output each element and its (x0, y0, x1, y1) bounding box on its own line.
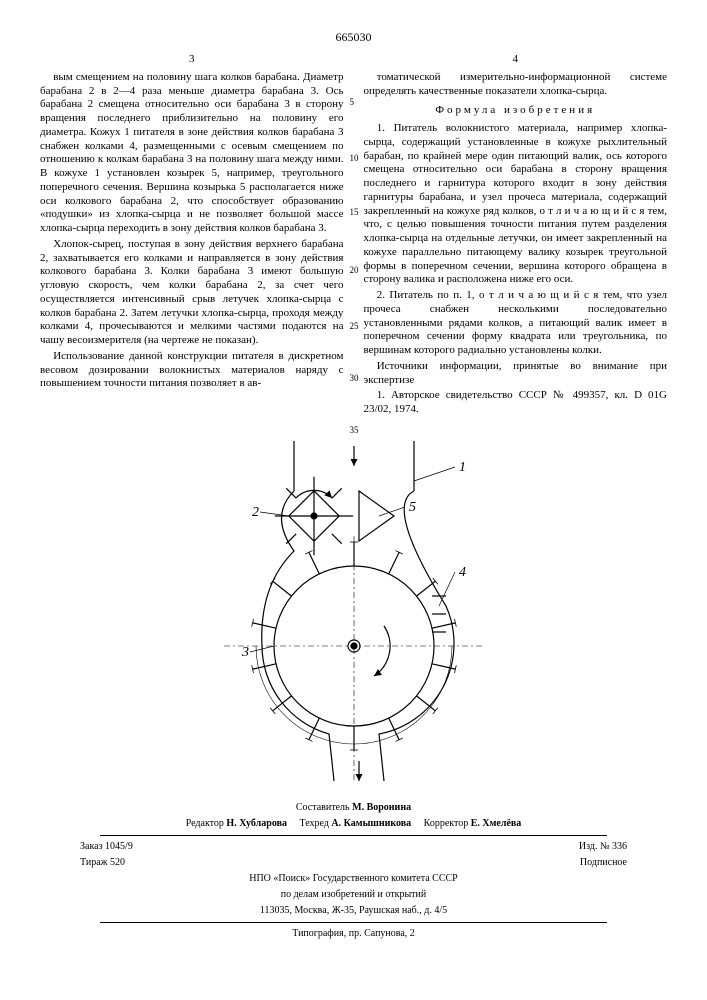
divider-1 (100, 835, 607, 836)
left-para-1: вым смещением на половину шага колков ба… (40, 71, 344, 236)
formula-heading-text: Формула изобретения (435, 104, 595, 116)
svg-text:3: 3 (241, 645, 249, 660)
claim-2: 2. Питатель по п. 1, о т л и ч а ю щ и й… (364, 289, 668, 358)
divider-2 (100, 922, 607, 923)
compiler-row: Составитель М. Воронина (40, 801, 667, 815)
left-para-2: Хлопок-сырец, поступая в зону действия в… (40, 238, 344, 348)
line-number: 10 (350, 153, 359, 164)
credits-block: Составитель М. Воронина Редактор Н. Хубл… (40, 801, 667, 941)
subscription: Подписное (580, 856, 627, 870)
svg-text:1: 1 (459, 460, 466, 475)
left-column: 3 вым смещением на половину шага колков … (40, 53, 344, 419)
svg-text:2: 2 (252, 505, 259, 520)
sources-heading: Источники информации, принятые во вниман… (364, 360, 668, 388)
figure: 1 2 3 4 5 (40, 431, 667, 791)
right-col-number: 4 (364, 53, 668, 67)
tirazh: Тираж 520 (80, 856, 125, 870)
right-column: 5101520253035 4 томатической измерительн… (364, 53, 668, 419)
left-para-3: Использование данной конструкции питател… (40, 350, 344, 391)
svg-text:4: 4 (459, 565, 466, 580)
technical-drawing: 1 2 3 4 5 (204, 431, 504, 791)
formula-heading: Формула изобретения (364, 104, 668, 118)
edition-number: Изд. № 336 (579, 840, 627, 854)
compiler-label: Составитель (296, 802, 350, 813)
typography: Типография, пр. Сапунова, 2 (40, 927, 667, 941)
claim-1: 1. Питатель волокнистого материала, напр… (364, 122, 668, 287)
order-number: Заказ 1045/9 (80, 840, 133, 854)
document-number: 665030 (40, 30, 667, 45)
line-number: 25 (350, 321, 359, 332)
line-number: 20 (350, 265, 359, 276)
source-1: 1. Авторское свидетельство СССР № 499357… (364, 389, 668, 417)
editor-label: Редактор (186, 818, 224, 829)
right-intro: томатической измерительно-информационной… (364, 71, 668, 99)
page: 665030 3 вым смещением на половину шага … (0, 0, 707, 1000)
editor-name: Н. Хубларова (226, 818, 287, 829)
line-number: 15 (350, 207, 359, 218)
pub-row-1: Заказ 1045/9 Изд. № 336 (80, 840, 627, 854)
corrector-label: Корректор (424, 818, 469, 829)
techred-label: Техред (299, 818, 328, 829)
techred-name: А. Камышникова (331, 818, 411, 829)
corrector-name: Е. Хмелёва (471, 818, 522, 829)
pub-row-2: Тираж 520 Подписное (80, 856, 627, 870)
compiler-name: М. Воронина (352, 802, 411, 813)
line-number: 35 (350, 425, 359, 436)
left-col-number: 3 (40, 53, 344, 67)
org-1: НПО «Поиск» Государственного комитета СС… (40, 872, 667, 886)
line-number: 5 (350, 97, 355, 108)
line-number: 30 (350, 373, 359, 384)
editors-row: Редактор Н. Хубларова Техред А. Камышник… (40, 817, 667, 831)
text-columns: 3 вым смещением на половину шага колков … (40, 53, 667, 419)
org-2: по делам изобретений и открытий (40, 888, 667, 902)
svg-text:5: 5 (409, 500, 416, 515)
address: 113035, Москва, Ж-35, Раушская наб., д. … (40, 904, 667, 918)
